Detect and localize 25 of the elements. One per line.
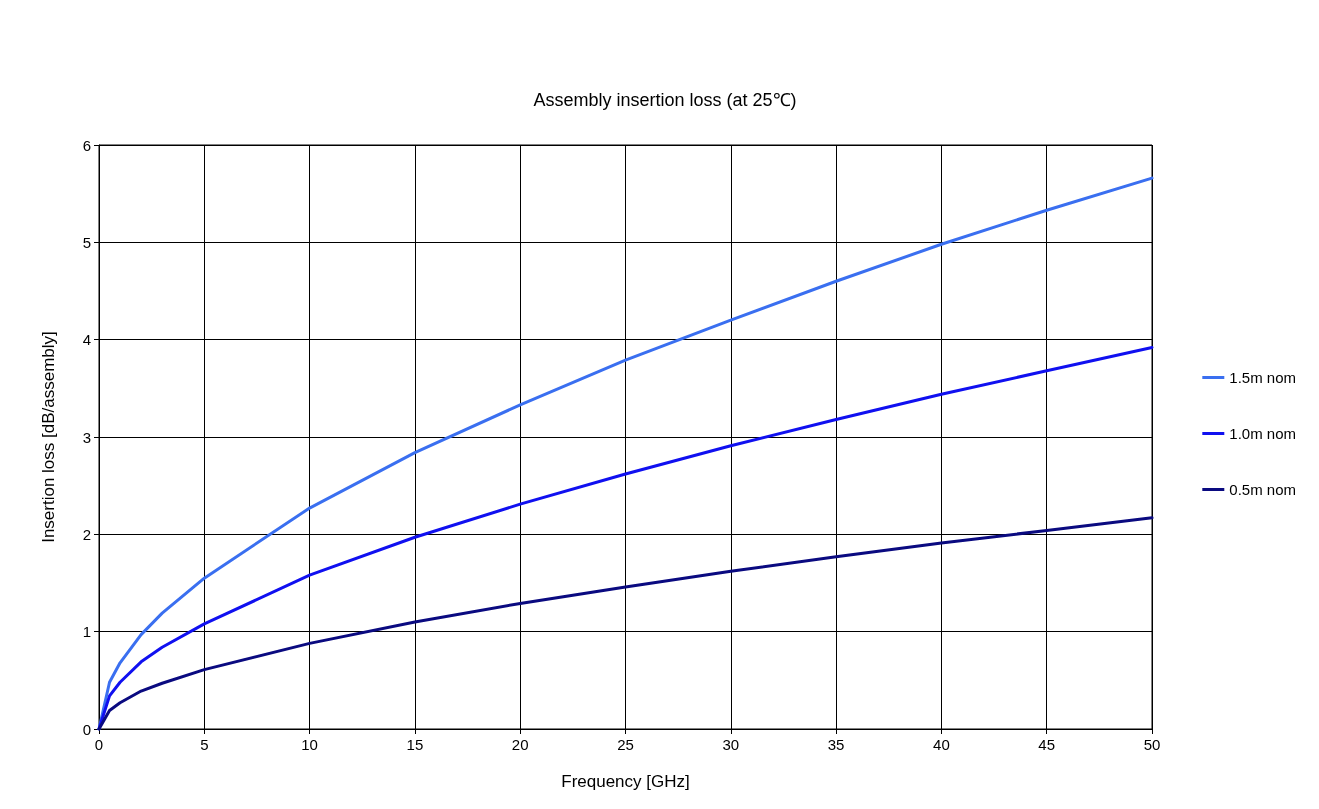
- y-tick-label: 1: [82, 623, 91, 641]
- chart-title: Assembly insertion loss (at 25℃): [533, 90, 797, 110]
- x-tick-label: 40: [933, 736, 950, 753]
- y-tick-label: 5: [82, 233, 91, 251]
- y-tick-label: 6: [82, 136, 91, 154]
- y-axis-title: Insertion loss [dB/assembly]: [39, 331, 58, 543]
- x-tick-label: 15: [406, 736, 424, 753]
- y-tick-label: 3: [82, 428, 91, 446]
- x-tick-label: 5: [200, 736, 209, 753]
- legend-label: 1.5m nom: [1229, 369, 1297, 386]
- legend-label: 1.0m nom: [1229, 425, 1297, 442]
- x-tick-label: 10: [301, 736, 318, 753]
- x-tick-label: 35: [827, 736, 845, 753]
- x-tick-label: 50: [1143, 736, 1161, 753]
- legend-label: 0.5m nom: [1229, 481, 1297, 498]
- line-series: [97, 516, 1154, 731]
- y-tick-label: 2: [82, 525, 91, 543]
- y-tick-label: 4: [82, 331, 91, 349]
- x-axis-title: Frequency [GHz]: [561, 772, 690, 791]
- x-tick-label: 25: [617, 736, 634, 753]
- y-tick-label: 0: [82, 720, 91, 738]
- x-tick-label: 20: [511, 736, 529, 753]
- x-tick-label: 45: [1038, 736, 1056, 753]
- x-tick-label: 30: [722, 736, 740, 753]
- x-tick-label: 0: [94, 736, 104, 753]
